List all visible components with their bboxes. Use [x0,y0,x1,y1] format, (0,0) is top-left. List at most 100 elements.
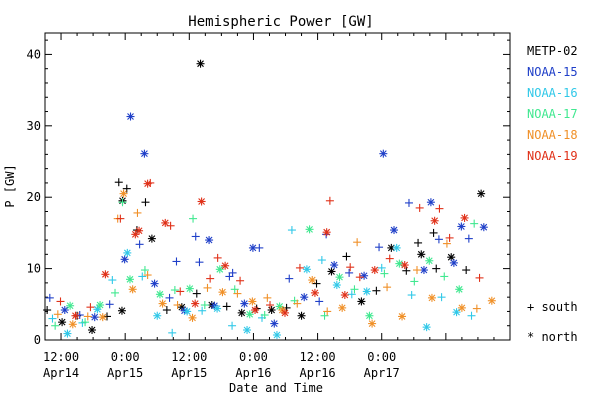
data-point-north [365,311,374,320]
data-point-south [266,301,275,310]
data-point-north [457,303,466,312]
data-point-north [370,266,379,275]
marker-legend-item: + south [527,300,578,314]
data-point-south [415,203,424,212]
y-tick-label: 0 [34,333,41,347]
data-point-south [475,273,484,282]
data-point-north [302,265,311,274]
x-tick-label-time: 0:00 [367,350,396,364]
x-tick-label-time: 12:00 [300,350,336,364]
data-point-north [119,189,128,198]
data-point-south [407,291,416,300]
data-point-north [251,306,260,315]
data-point-north [477,189,486,198]
x-axis-label: Date and Time [229,381,323,395]
data-point-south [462,266,471,275]
data-point-north [101,270,110,279]
data-point-south [263,293,272,302]
data-point-north [93,305,102,314]
data-point-north [125,275,134,284]
data-point-north [357,297,366,306]
data-point-north [417,250,426,259]
data-point-north [297,311,306,320]
data-point-south [48,314,57,323]
data-point-south [111,288,120,297]
data-point-south [345,268,354,277]
data-point-south [383,283,392,292]
data-point-north [340,291,349,300]
data-point-north [117,306,126,315]
y-axis-label: P [GW] [3,164,17,207]
x-tick-label-time: 12:00 [43,350,79,364]
plot-frame [44,32,511,341]
data-point-north [135,226,144,235]
data-point-south [464,234,473,243]
data-point-south [45,293,54,302]
data-point-north [479,223,488,232]
data-point-north [158,299,167,308]
data-point-south [176,287,185,296]
data-point-south [168,328,177,337]
data-point-north [305,225,314,234]
data-point-north [419,266,428,275]
data-point-north [183,307,192,316]
data-point-north [245,310,254,319]
data-point-north [147,234,156,243]
data-point-north [155,290,164,299]
data-point-north [427,293,436,302]
x-tick-label-time: 0:00 [111,350,140,364]
legend-item: NOAA-19 [527,149,578,163]
data-point-north [243,326,252,335]
data-point-south [435,204,444,213]
data-point-south [230,285,239,294]
data-point-south [437,293,446,302]
y-axis: 0 10 20 30 40 [27,39,510,347]
data-point-north [387,243,396,252]
data-point-south [353,238,362,247]
data-point-north [460,213,469,222]
data-point-north [426,198,435,207]
data-point-north [398,312,407,321]
data-point-north [63,329,72,338]
data-point-north [332,281,341,290]
data-point-north [449,258,458,267]
data-point-south [189,214,198,223]
data-point-south [43,306,52,315]
data-point-south [320,311,329,320]
data-point-south [312,279,321,288]
data-point-north [185,284,194,293]
data-point-north [330,261,339,270]
data-point-south [83,312,92,321]
data-point-north [143,179,152,188]
data-point-south [140,266,149,275]
data-point-north [221,261,230,270]
data-point-north [430,216,439,225]
data-point-north [120,255,129,264]
data-point-south [122,184,131,193]
data-point-north [452,308,461,317]
data-point-south [133,208,142,217]
data-point-south [198,306,207,315]
data-point-south [108,276,117,285]
data-point-north [153,311,162,320]
data-point-north [395,259,404,268]
data-point-north [128,285,137,294]
data-point-south [138,272,147,281]
legend-item: METP-02 [527,44,578,58]
data-point-south [203,283,212,292]
data-point-north [368,319,377,328]
data-point-north [300,293,309,302]
data-point-south [135,240,144,249]
legend: METP-02 NOAA-15 NOAA-16 NOAA-17 NOAA-18 NOAA-… [527,44,578,163]
data-point-north [392,243,401,252]
data-point-south [173,301,182,310]
data-point-south [355,273,364,282]
x-tick-label-date: Apr15 [107,366,143,380]
y-tick-label: 20 [27,190,41,204]
data-point-south [191,232,200,241]
data-point-south [213,253,222,262]
data-point-south [442,239,451,248]
data-point-south [375,243,384,252]
data-point-south [86,303,95,312]
x-axis: 12:00 Apr14 0:00 Apr15 12:00 Apr15 0:00 Apr16 12… [43,33,511,380]
